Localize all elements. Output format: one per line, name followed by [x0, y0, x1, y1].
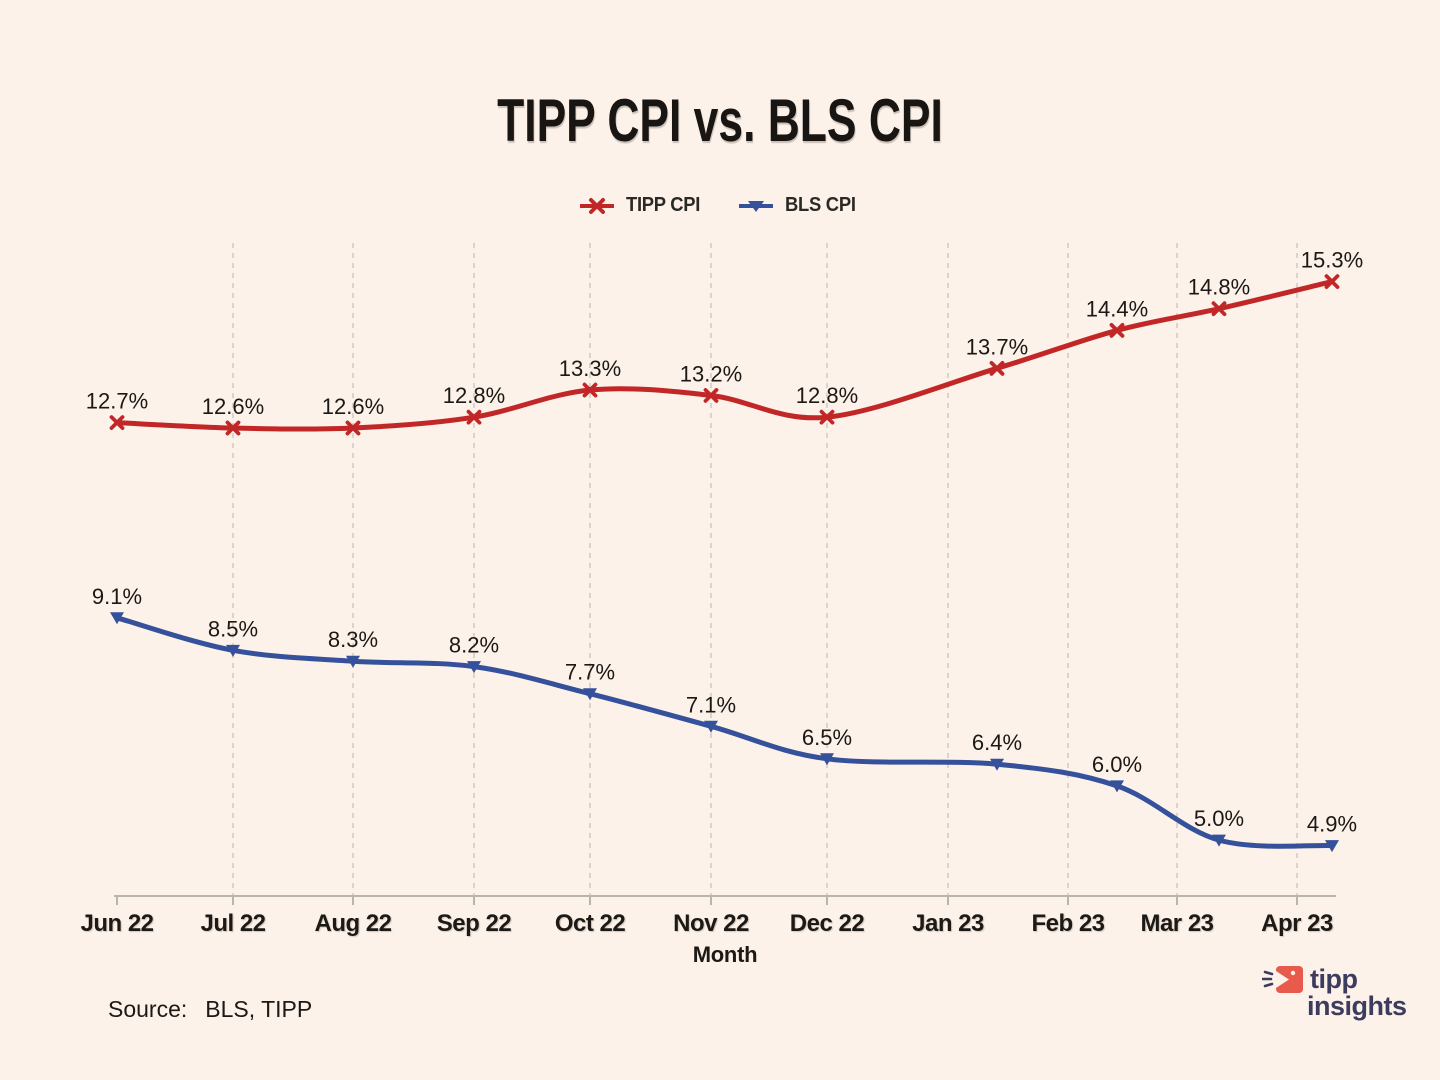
- source-label: Source:: [108, 996, 188, 1022]
- tipp-insights-logo-icon: [1262, 966, 1303, 993]
- bls-cpi-point-marker: [1212, 834, 1226, 847]
- tipp-cpi-data-label: 15.3%: [1301, 248, 1363, 273]
- month-tick-label: Feb 23: [1031, 910, 1104, 937]
- bls-cpi-point-marker: [704, 720, 718, 733]
- tipp-cpi-point-marker: [1109, 322, 1125, 338]
- tipp-cpi-point-marker: [703, 388, 719, 403]
- tipp-cpi-data-label: 12.8%: [796, 383, 858, 408]
- tipp-cpi-point-marker: [345, 420, 361, 436]
- month-tick-label: Jun 22: [80, 910, 153, 937]
- tipp-cpi-data-label: 12.6%: [322, 394, 384, 419]
- tipp-cpi-point-marker: [466, 409, 482, 425]
- tipp-cpi-point-marker: [225, 420, 241, 436]
- tipp-cpi-data-label: 13.7%: [966, 334, 1028, 359]
- tipp-cpi-data-label: 12.7%: [86, 389, 148, 414]
- bls-cpi-point-marker: [110, 612, 124, 625]
- logo-text-insights: insights: [1307, 991, 1407, 1021]
- bls-cpi-data-label: 6.0%: [1092, 752, 1142, 777]
- month-tick-label: Oct 22: [555, 910, 626, 937]
- bls-cpi-point-marker: [226, 644, 240, 657]
- legend-label-tipp-cpi: TIPP CPI: [626, 194, 701, 216]
- bls-cpi-point-marker: [820, 753, 834, 766]
- bls-cpi-point-marker: [990, 758, 1004, 771]
- bls-cpi-data-label: 6.4%: [972, 730, 1022, 755]
- bls-cpi-line: [114, 615, 1335, 849]
- tipp-cpi-point-marker: [819, 409, 835, 425]
- month-tick-label: Jan 23: [912, 910, 984, 937]
- tipp-cpi-point-marker: [1324, 274, 1340, 289]
- bls-cpi-data-label: 6.5%: [802, 725, 852, 750]
- bls-cpi-point-marker: [583, 688, 597, 701]
- tipp-cpi-data-label: 12.6%: [202, 394, 264, 419]
- month-tick-label: Aug 22: [314, 910, 391, 937]
- legend-item-bls-cpi[interactable]: BLS CPI: [737, 194, 862, 217]
- tipp-cpi-x-marker-icon: [580, 197, 615, 214]
- bls-cpi-data-label: 8.5%: [208, 616, 258, 641]
- chart-title: TIPP CPI vs. BLS CPI: [497, 87, 943, 154]
- tipp-insights-logo[interactable]: tipp insights: [1262, 963, 1428, 1021]
- bls-cpi-data-label: 8.2%: [449, 633, 499, 658]
- legend-label-bls-cpi: BLS CPI: [784, 194, 856, 216]
- month-tick-label: Nov 22: [673, 910, 749, 937]
- tipp-cpi-point-marker: [582, 382, 598, 398]
- legend: TIPP CPI BLS CPI: [0, 194, 1440, 217]
- month-tick-label: Jul 22: [200, 910, 265, 937]
- month-tick-label: Mar 23: [1140, 910, 1213, 937]
- bls-cpi-data-label: 9.1%: [92, 584, 142, 609]
- tipp-cpi-point-marker: [989, 360, 1005, 376]
- bls-cpi-data-label: 4.9%: [1307, 812, 1357, 837]
- legend-item-tipp-cpi[interactable]: TIPP CPI: [578, 194, 707, 217]
- xaxis-title: Month: [692, 942, 758, 967]
- tipp-cpi-data-label: 13.2%: [680, 361, 742, 386]
- tipp-cpi-data-label: 14.8%: [1188, 275, 1250, 300]
- bls-cpi-data-label: 7.7%: [565, 660, 615, 685]
- bls-cpi-data-label: 5.0%: [1194, 806, 1244, 831]
- tipp-cpi-data-label: 13.3%: [559, 356, 621, 381]
- bls-cpi-point-marker: [1325, 840, 1339, 853]
- bls-cpi-triangle-marker-icon: [738, 200, 773, 212]
- bls-cpi-point-marker: [1110, 780, 1124, 793]
- month-tick-label: Sep 22: [437, 910, 512, 937]
- tipp-cpi-point-marker: [1211, 301, 1227, 317]
- tipp-cpi-data-label: 12.8%: [443, 383, 505, 408]
- tipp-cpi-line: [114, 279, 1335, 432]
- tipp-cpi-data-label: 14.4%: [1086, 296, 1148, 321]
- logo-text-tipp: tipp: [1310, 964, 1358, 994]
- source-line: Source: BLS, TIPP: [108, 996, 312, 1023]
- bls-cpi-data-label: 7.1%: [686, 692, 736, 717]
- source-value: BLS, TIPP: [205, 996, 313, 1022]
- month-tick-label: Dec 22: [790, 910, 865, 937]
- bls-cpi-point-marker: [346, 655, 360, 668]
- bls-cpi-point-marker: [467, 661, 481, 674]
- month-tick-label: Apr 23: [1261, 910, 1333, 937]
- bls-cpi-data-label: 8.3%: [328, 627, 378, 652]
- tipp-cpi-point-marker: [109, 415, 125, 430]
